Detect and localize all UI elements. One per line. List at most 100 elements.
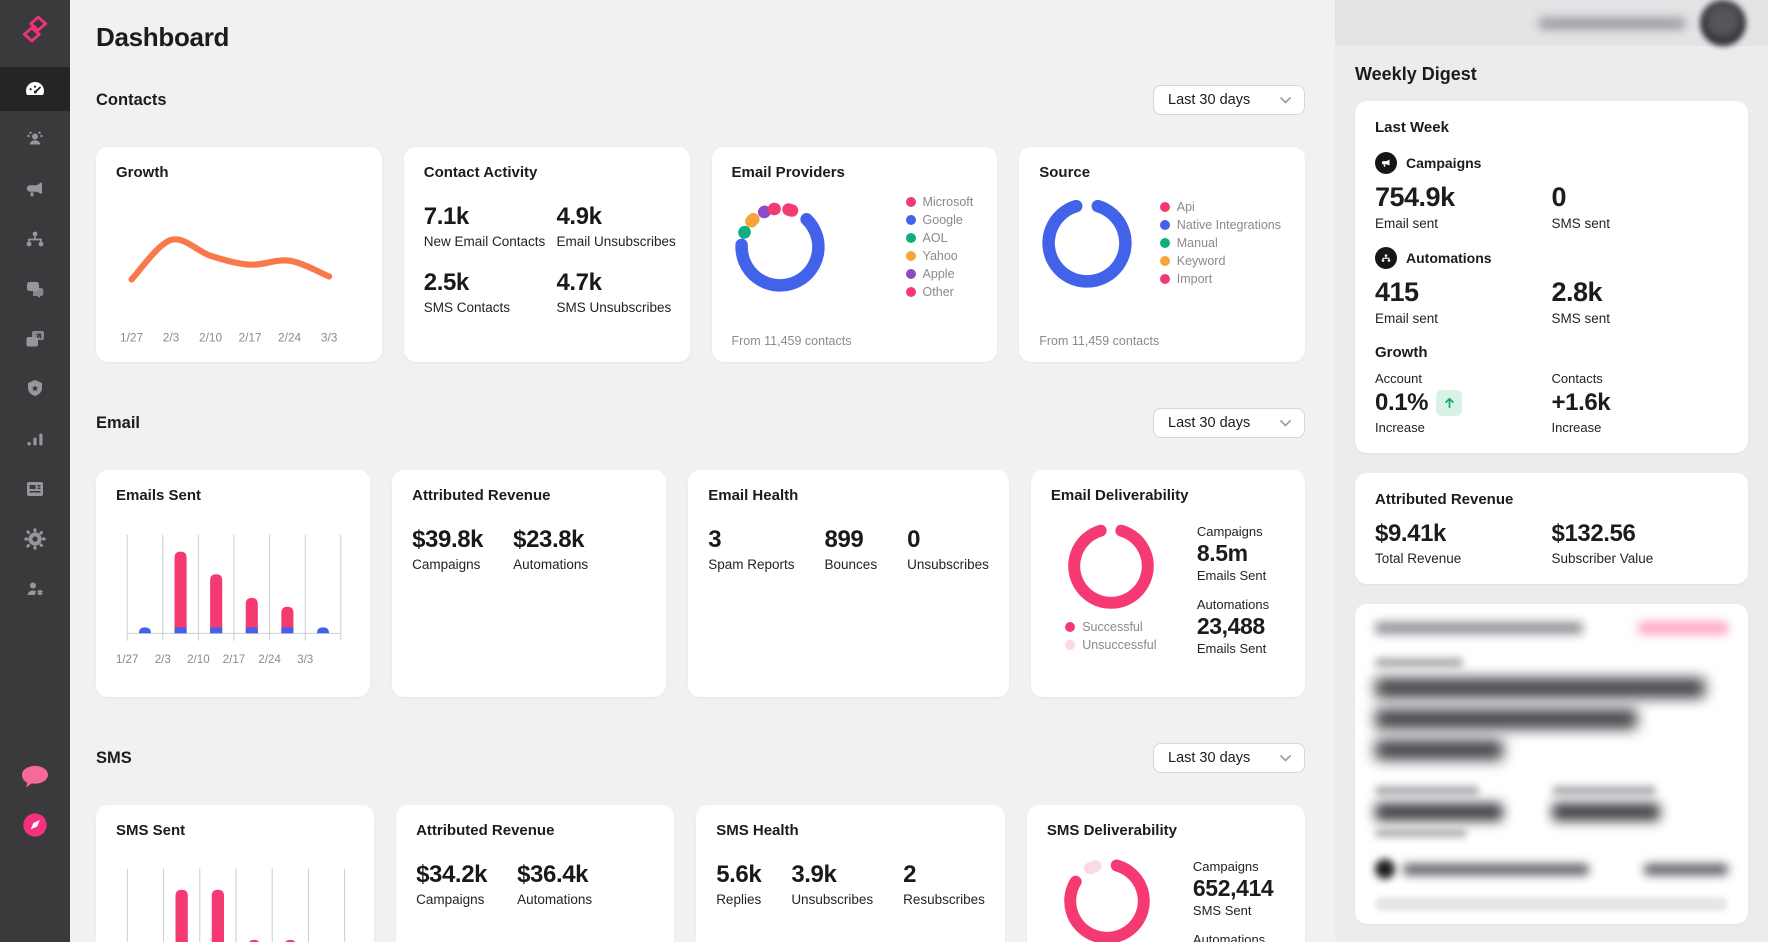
chevron-down-icon	[1279, 754, 1292, 762]
card-source: Source Api Native Integrations Manual Keywo…	[1019, 147, 1305, 362]
megaphone-icon	[1381, 159, 1390, 167]
legend-item: Native Integrations	[1159, 218, 1281, 232]
redacted-plan-link[interactable]	[1638, 622, 1728, 634]
stat-value: 754.9k	[1375, 182, 1455, 212]
card-email-deliverability-title: Email Deliverability	[1050, 487, 1189, 504]
legend-dot-icon	[905, 269, 916, 279]
sidebar-item-forms[interactable]	[0, 467, 70, 511]
card-email-health: Email Health 3 Spam Reports 899 Bounces 0 U…	[688, 470, 1009, 697]
sidebar-item-campaigns[interactable]	[0, 167, 70, 211]
contacts-date-range-select[interactable]: Last 30 days	[1153, 85, 1305, 115]
legend-label: Manual	[1176, 236, 1218, 250]
email-deliverability-stats: Campaigns 8.5m Emails Sent Automations 2…	[1197, 520, 1269, 656]
email-deliverability-donut-wrap: Successful Unsuccessful	[1051, 520, 1171, 656]
bar-chart-icon	[27, 433, 43, 446]
card-source-title: Source	[1039, 164, 1091, 181]
card-sms-deliverability-title: SMS Deliverability	[1046, 822, 1177, 839]
card-email-deliverability: Email Deliverability Successful Unsuccess…	[1030, 470, 1305, 697]
source-donut-wrap: Api Native Integrations Manual Keyword Impor…	[1039, 195, 1285, 291]
card-email-attributed-revenue: Attributed Revenue $39.8k Campaigns $23.8…	[392, 470, 667, 697]
stat-label: Automations	[513, 557, 589, 572]
legend-label: Unsuccessful	[1082, 638, 1157, 652]
svg-text:2/10: 2/10	[187, 653, 210, 666]
help-chat-launcher[interactable]	[20, 764, 50, 795]
stat-value: 0	[1551, 182, 1567, 212]
legend-item: Microsoft	[905, 195, 973, 209]
card-email-providers-title: Email Providers	[731, 164, 845, 181]
sms-date-range-value: Last 30 days	[1168, 750, 1251, 766]
app-logo[interactable]	[20, 14, 50, 49]
stat-value: 415	[1375, 277, 1419, 307]
sms-deliverability-body: Campaigns 652,414 SMS Sent Automations	[1047, 855, 1285, 942]
stat-contacts-growth: Contacts +1.6k Increase	[1552, 371, 1729, 435]
legend-label: Other	[922, 285, 954, 299]
stat-automation-emails-sent: Automations 23,488 Emails Sent	[1197, 597, 1269, 656]
legend-label: Keyword	[1176, 254, 1226, 268]
redacted-plan-stats	[1375, 786, 1728, 837]
stat-sublabel: SMS Sent	[1192, 903, 1252, 918]
stat-sms-revenue-campaigns: $34.2k Campaigns	[416, 861, 487, 907]
svg-text:2/24: 2/24	[278, 331, 301, 345]
email-date-range-select[interactable]: Last 30 days	[1153, 408, 1305, 438]
sidebar-item-audience[interactable]	[0, 117, 70, 161]
stat-group-label: Automations	[1192, 932, 1266, 942]
sidebar-item-account-settings[interactable]	[0, 567, 70, 611]
emails-sent-bar-chart: 1/27 2/3 2/10 2/17 2/24 3/3	[116, 534, 342, 666]
sidebar	[0, 0, 70, 942]
stat-campaign-sms-sent: 0 SMS sent	[1552, 182, 1729, 231]
sms-section-header: SMS Last 30 days	[96, 743, 1305, 773]
stat-value: 7.1k	[423, 203, 470, 230]
stat-value: 5.6k	[716, 861, 762, 888]
weekly-digest-title: Weekly Digest	[1355, 64, 1477, 84]
sms-revenue-stats: $34.2k Campaigns $36.4k Automations	[416, 861, 654, 907]
sidebar-item-analytics[interactable]	[0, 417, 70, 461]
avatar[interactable]	[1700, 0, 1746, 46]
sidebar-item-offers[interactable]	[0, 367, 70, 411]
account-name-redacted	[1538, 17, 1686, 29]
digest-automations-head: Automations	[1375, 247, 1728, 269]
stat-campaign-sms-sent: Campaigns 652,414 SMS Sent	[1192, 859, 1274, 918]
legend-label: Native Integrations	[1176, 218, 1281, 232]
stat-sms-unsubscribes: 3.9k Unsubscribes	[791, 861, 873, 907]
whats-new-launcher[interactable]	[21, 811, 49, 844]
stat-group-label: Contacts	[1551, 371, 1603, 386]
card-emails-sent: Emails Sent 1/27 2/3 2/10 2/17 2/24 3/3	[96, 470, 371, 697]
source-donut-chart	[1042, 199, 1132, 288]
last-week-card: Last Week Campaigns 754.9k Email sent 0 SM…	[1355, 101, 1748, 453]
arrow-up-icon	[1444, 397, 1454, 409]
page-title: Dashboard	[96, 22, 230, 52]
stat-total-revenue: $9.41k Total Revenue	[1375, 520, 1552, 566]
stat-sms-contacts: 2.5k SMS Contacts	[424, 269, 557, 315]
stat-group-label: Campaigns	[1196, 524, 1263, 539]
stat-value: 8.5m	[1196, 540, 1248, 566]
sms-date-range-select[interactable]: Last 30 days	[1153, 743, 1305, 773]
legend-item: Import	[1159, 272, 1281, 286]
sidebar-item-popups[interactable]	[0, 317, 70, 361]
contacts-date-range-value: Last 30 days	[1168, 92, 1251, 108]
svg-text:3/3: 3/3	[321, 331, 338, 345]
sms-sent-bar-chart: 1/272/32/102/172/243/3	[126, 868, 346, 942]
card-sms-health: SMS Health 5.6k Replies 3.9k Unsubscribes …	[696, 805, 1005, 942]
legend-label: Import	[1176, 272, 1213, 286]
card-sms-attributed-revenue: Attributed Revenue $34.2k Campaigns $36.4…	[396, 805, 675, 942]
stat-value: 3	[708, 526, 722, 553]
stat-label: Unsubscribes	[907, 557, 989, 572]
stat-label: SMS Unsubscribes	[556, 300, 672, 315]
stat-label: Unsubscribes	[791, 892, 874, 907]
stat-label: Resubscribes	[903, 892, 985, 907]
megaphone-icon	[26, 182, 42, 197]
stat-value: 0	[907, 526, 921, 553]
card-email-health-title: Email Health	[708, 487, 799, 504]
legend-item: Keyword	[1159, 254, 1281, 268]
sidebar-item-dashboard[interactable]	[0, 67, 70, 111]
stat-email-unsubscribes: 4.9k Email Unsubscribes	[556, 203, 675, 249]
sidebar-item-settings[interactable]	[0, 517, 70, 561]
legend-dot-icon	[905, 251, 916, 261]
sidebar-item-messaging[interactable]	[0, 267, 70, 311]
email-deliverability-donut-chart	[1068, 524, 1154, 609]
stat-label: SMS Contacts	[423, 300, 511, 315]
legend-item: Successful	[1065, 620, 1156, 634]
stat-value: 3.9k	[791, 861, 837, 888]
sidebar-item-automations[interactable]	[0, 217, 70, 261]
